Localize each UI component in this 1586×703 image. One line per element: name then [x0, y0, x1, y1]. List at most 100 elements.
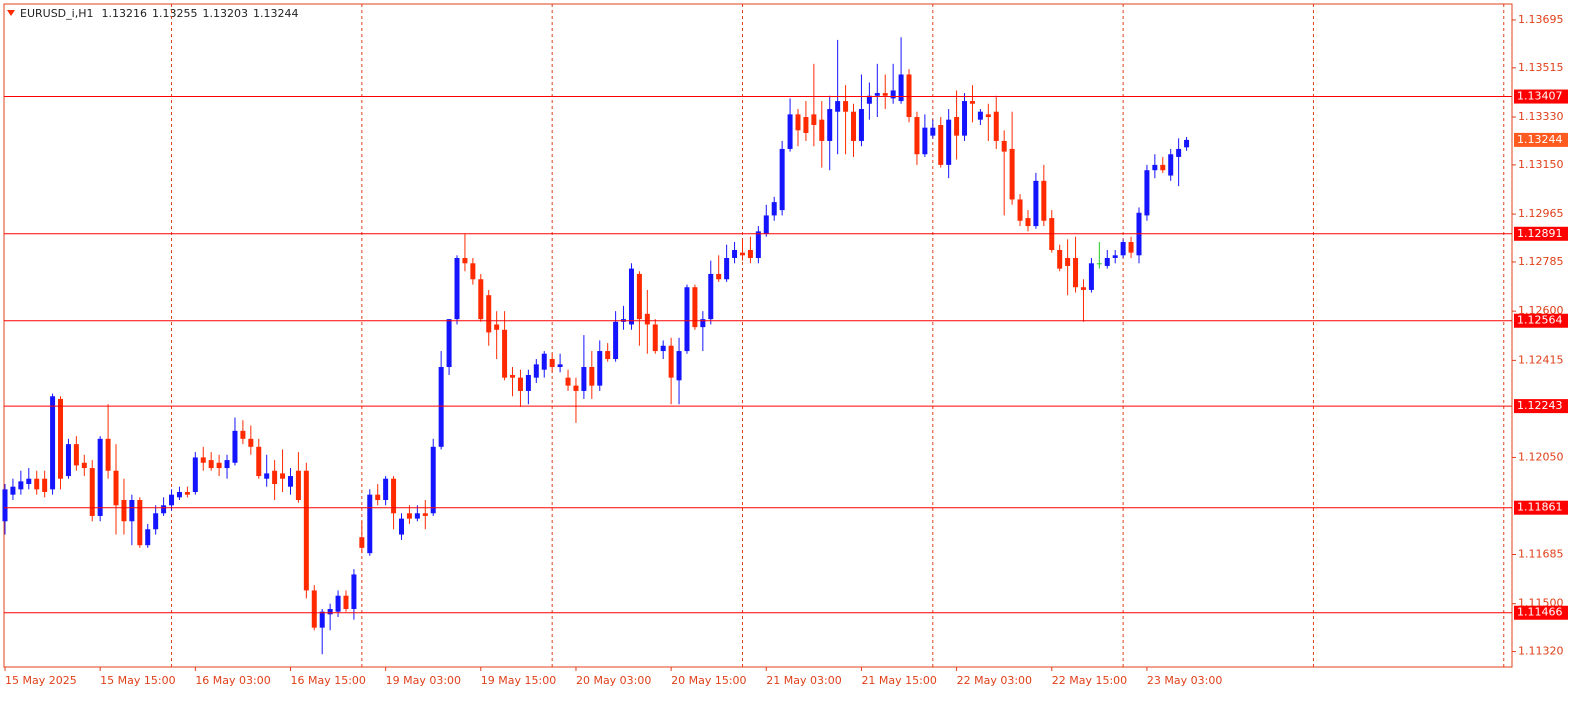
candle-body [803, 117, 809, 133]
candle-body [169, 494, 175, 506]
candle-body [771, 202, 777, 216]
candle-body [581, 367, 587, 391]
candle-body [1112, 255, 1118, 258]
candle-body [866, 95, 872, 104]
candle-body [533, 364, 539, 378]
candle-body [153, 513, 159, 530]
candle-body [454, 257, 460, 320]
x-tick-label: 19 May 03:00 [386, 674, 461, 687]
candle-body [232, 430, 238, 463]
candle-body [200, 457, 206, 463]
candle-body [993, 111, 999, 141]
candle-body [216, 462, 222, 469]
candle-body [874, 93, 880, 96]
candle-body [827, 109, 833, 141]
y-tick-label: 1.13695 [1518, 13, 1564, 26]
last-open: 1.13216 [101, 7, 147, 20]
y-tick-label: 1.13150 [1518, 158, 1564, 171]
candle-body [692, 287, 698, 328]
candle-body [716, 273, 722, 280]
x-tick-label: 15 May 2025 [5, 674, 77, 687]
candle-body [89, 468, 95, 516]
candle-body [668, 345, 674, 378]
candle-body [351, 574, 357, 610]
candle-body [819, 119, 825, 141]
last-low: 1.13203 [202, 7, 248, 20]
candle-body [724, 257, 730, 280]
candle-body [676, 351, 682, 381]
level-label-box [1514, 605, 1568, 620]
candle-body [26, 478, 32, 485]
candle-body [1184, 139, 1190, 148]
candle-body [914, 117, 920, 155]
candle-body [890, 90, 896, 99]
candle-body [430, 446, 436, 514]
candle-body [161, 505, 167, 514]
candle-body [42, 478, 48, 493]
candle-body [1057, 249, 1063, 269]
symbol-menu-arrow[interactable] [7, 10, 15, 16]
candle-body [280, 473, 286, 479]
x-tick-label: 23 May 03:00 [1147, 674, 1222, 687]
candle-body [470, 263, 476, 280]
candle-body [946, 119, 952, 165]
candle-body [1120, 242, 1126, 256]
candle-body [779, 148, 785, 211]
candle-body [977, 111, 983, 120]
candle-body [129, 499, 135, 522]
y-tick-label: 1.12050 [1518, 450, 1564, 463]
candle-body [835, 101, 841, 112]
level-label: 1.12243 [1517, 399, 1563, 412]
candle-body [10, 486, 16, 495]
candle-body [549, 359, 555, 368]
candle-body [969, 101, 975, 104]
candle-body [644, 313, 650, 325]
candle-body [922, 127, 928, 155]
level-label: 1.13407 [1517, 90, 1563, 103]
candle-body [1176, 148, 1182, 157]
y-tick-label: 1.11685 [1518, 548, 1564, 561]
x-tick-label: 20 May 03:00 [576, 674, 651, 687]
candle-body [851, 111, 857, 141]
candle-body [739, 252, 745, 256]
chart-title: EURUSD_i,H1 [20, 7, 93, 20]
candle-body [414, 513, 420, 519]
level-label-box [1514, 313, 1568, 328]
last-close: 1.13244 [253, 7, 299, 20]
candle-body [700, 319, 706, 328]
candle-body [747, 249, 753, 258]
candle-body [858, 109, 864, 141]
bid-label: 1.13244 [1517, 133, 1563, 146]
candle-body [557, 364, 563, 368]
candle-body [565, 377, 571, 386]
candle-body [184, 492, 190, 495]
candle-body [1065, 257, 1071, 266]
level-label: 1.12564 [1517, 314, 1563, 327]
candle-body [327, 609, 333, 615]
candle-body [954, 117, 960, 136]
candle-body [962, 101, 968, 136]
level-label: 1.12891 [1517, 227, 1563, 240]
candle-body [264, 473, 270, 479]
x-tick-label: 16 May 03:00 [195, 674, 270, 687]
candle-body [517, 377, 523, 391]
level-label-box [1514, 500, 1568, 515]
candle-body [898, 74, 904, 102]
candle-body [1033, 180, 1039, 227]
candle-body [73, 444, 79, 466]
candle-body [613, 321, 619, 360]
candle-body [732, 249, 738, 258]
candle-body [494, 324, 500, 330]
candle-body [660, 345, 666, 352]
candle-body [256, 446, 262, 477]
candle-body [145, 529, 151, 546]
candle-body [755, 231, 761, 258]
bid-label-box [1514, 132, 1568, 147]
candle-body [1168, 154, 1174, 176]
candle-body [906, 74, 912, 118]
candle-body [1009, 148, 1015, 200]
candle-body [1025, 218, 1031, 227]
candle-body [1128, 242, 1134, 253]
x-tick-label: 16 May 15:00 [290, 674, 365, 687]
